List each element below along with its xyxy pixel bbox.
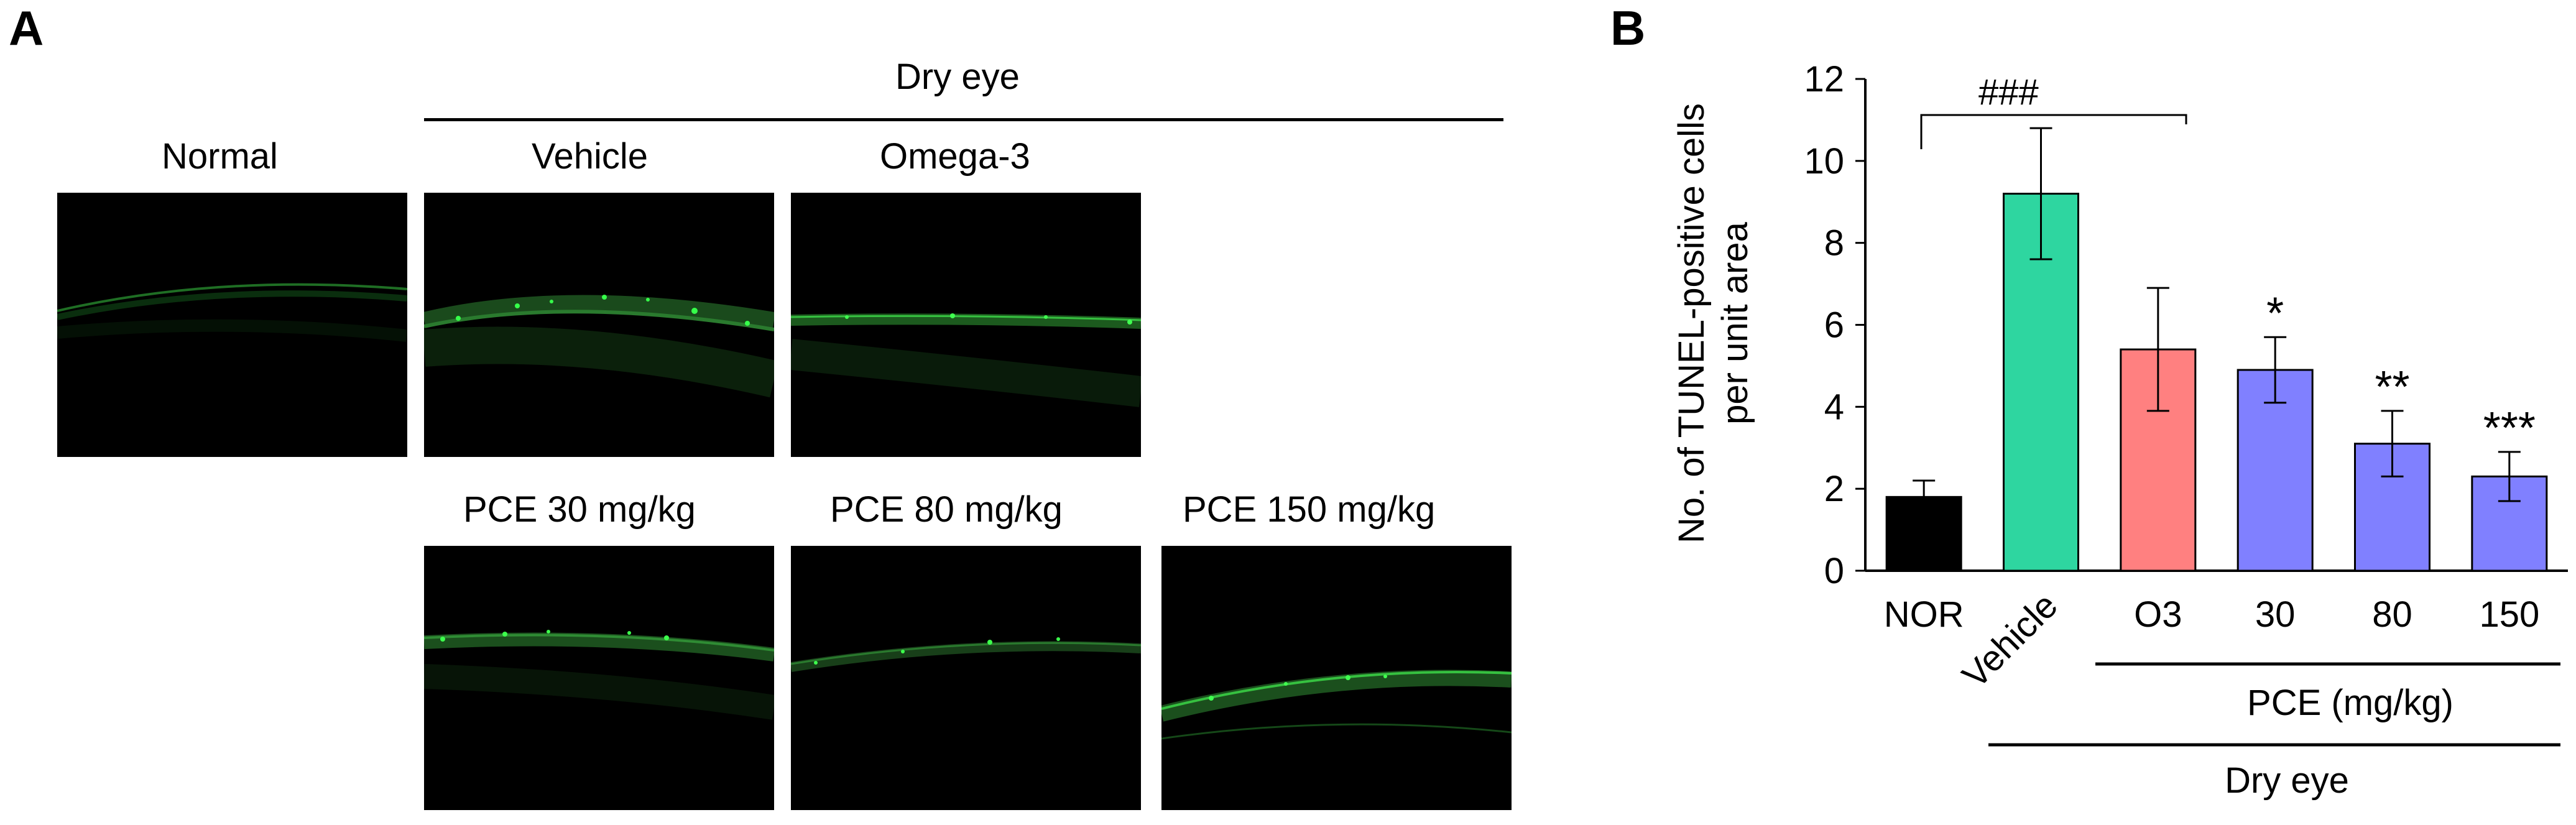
y-tick-label: 12 (1804, 59, 1844, 99)
significance-stars: *** (2483, 403, 2536, 453)
micrograph-omega3 (791, 193, 1141, 457)
significance-stars: ** (2375, 362, 2409, 412)
label-pce30: PCE 30 mg/kg (463, 489, 696, 530)
dry-eye-group-label-b: Dry eye (2225, 760, 2349, 801)
y-axis-label-line2: per unit area (1715, 221, 1755, 424)
axes (1864, 79, 2568, 572)
significance-marks: ****** (2266, 288, 2536, 453)
x-tick-label: 150 (2479, 594, 2539, 635)
micrograph-pce30 (424, 546, 774, 810)
label-normal: Normal (162, 136, 278, 177)
y-tick-label: 0 (1824, 551, 1844, 591)
label-vehicle: Vehicle (532, 136, 649, 177)
y-tick-label: 2 (1824, 469, 1844, 509)
label-omega3: Omega-3 (880, 136, 1030, 177)
label-pce80: PCE 80 mg/kg (830, 489, 1063, 530)
panel-b-letter: B (1610, 1, 1646, 55)
y-axis-label: No. of TUNEL-positive cells per unit are… (1671, 103, 1755, 543)
x-tick-label: 80 (2372, 594, 2412, 635)
error-bars (1913, 127, 2521, 515)
x-tick-label: 30 (2255, 594, 2296, 635)
micrograph-pce150 (1161, 546, 1512, 810)
dry-eye-group-line (424, 118, 1503, 121)
micrograph-vehicle (424, 193, 774, 457)
dry-eye-group-title: Dry eye (895, 57, 1020, 97)
micrograph-pce80 (791, 546, 1141, 810)
y-tick-label: 10 (1804, 141, 1844, 182)
bracket-label: ### (1978, 72, 2039, 113)
significance-stars: * (2266, 288, 2284, 338)
y-axis-label-line1: No. of TUNEL-positive cells (1671, 103, 1712, 543)
y-ticks: 0 2 4 6 8 10 12 (1804, 59, 1865, 591)
x-tick-label: Vehicle (1954, 585, 2065, 696)
pce-group-label: PCE (mg/kg) (2247, 683, 2454, 723)
y-tick-label: 8 (1824, 223, 1844, 264)
label-pce150: PCE 150 mg/kg (1183, 489, 1436, 530)
x-tick-label: O3 (2134, 594, 2182, 635)
micrograph-normal (57, 193, 407, 457)
bars (1885, 193, 2548, 572)
panel-a-letter: A (9, 1, 44, 55)
y-tick-label: 4 (1824, 387, 1844, 427)
significance-bracket (1920, 114, 2187, 149)
x-tick-label: NOR (1884, 594, 1964, 635)
y-tick-label: 6 (1824, 305, 1844, 346)
bar-chart: No. of TUNEL-positive cells per unit are… (1671, 59, 2568, 801)
